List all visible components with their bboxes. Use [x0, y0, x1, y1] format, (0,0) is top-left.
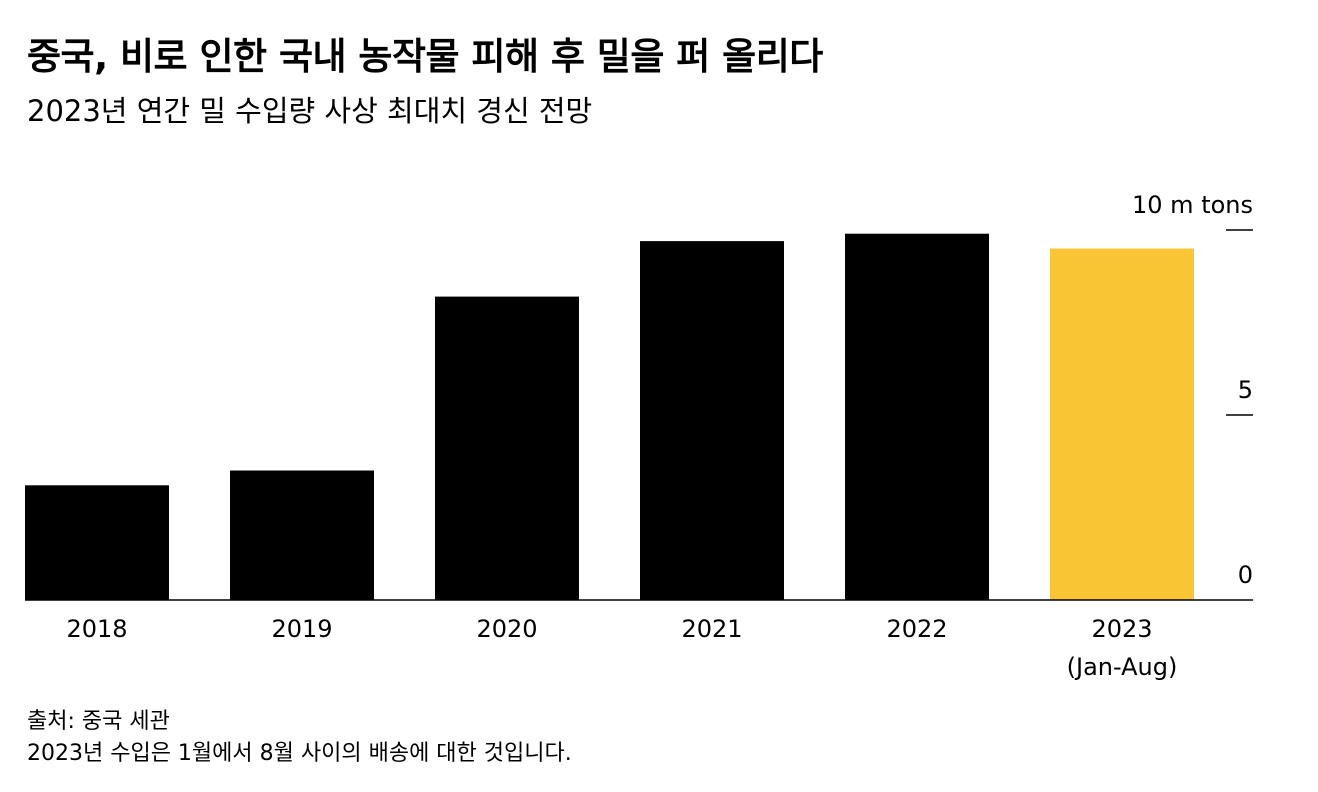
bar-chart: 0 5 10 m tons 2018 2019 2020 2021 2022 2023 (Jan-… [25, 191, 1253, 681]
bar-4 [845, 233, 989, 600]
source-note: 출처: 중국 세관 [27, 709, 170, 734]
bar-1 [230, 470, 374, 600]
x-tick-label-3-0: 2021 [681, 615, 742, 643]
y-tick-label-2: 10 m tons [1132, 191, 1253, 219]
bar-0 [25, 485, 169, 600]
x-tick-label-5-0: 2023 [1091, 615, 1152, 643]
chart-subtitle: 2023년 연간 밀 수입량 사상 최대치 경신 전망 [27, 94, 593, 128]
bar-2 [435, 296, 579, 600]
bar-3 [640, 241, 784, 600]
bar-5 [1050, 248, 1194, 600]
y-tick-label-0: 0 [1238, 561, 1253, 589]
x-tick-label-4-0: 2022 [886, 615, 947, 643]
period-note: 2023년 수입은 1월에서 8월 사이의 배송에 대한 것입니다. [27, 741, 572, 766]
x-tick-label-2-0: 2020 [476, 615, 537, 643]
x-tick-label-5-1: (Jan-Aug) [1067, 653, 1178, 681]
footnotes: 출처: 중국 세관 2023년 수입은 1월에서 8월 사이의 배송에 대한 것… [27, 706, 572, 770]
x-tick-label-1-0: 2019 [271, 615, 332, 643]
x-tick-label-0-0: 2018 [66, 615, 127, 643]
chart-title: 중국, 비로 인한 국내 농작물 피해 후 밀을 퍼 올리다 [27, 35, 823, 78]
y-tick-label-1: 5 [1238, 376, 1253, 404]
